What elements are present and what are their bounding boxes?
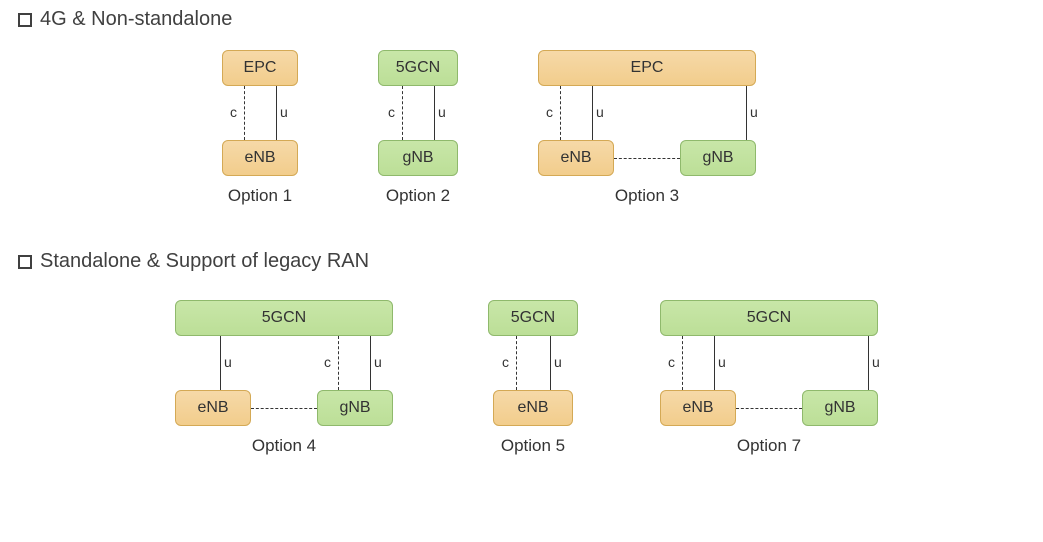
link-label: c [502,354,509,370]
section-title-text: 4G & Non-standalone [40,8,232,31]
connector [714,336,715,390]
node-o7-gnb: gNB [802,390,878,426]
node-o7-5gcn: 5GCN [660,300,878,336]
connector [251,408,317,409]
node-o5-enb: eNB [493,390,573,426]
link-label: u [596,104,604,120]
connector [370,336,371,390]
connector [402,86,403,140]
option-caption: Option 4 [175,436,393,456]
connector [220,336,221,390]
node-o4-enb: eNB [175,390,251,426]
connector [746,86,747,140]
link-label: u [872,354,880,370]
node-o7-enb: eNB [660,390,736,426]
connector [868,336,869,390]
option-caption: Option 1 [222,186,298,206]
link-label: u [718,354,726,370]
section-title-text: Standalone & Support of legacy RAN [40,250,369,273]
option-caption: Option 3 [538,186,756,206]
connector [614,158,680,159]
connector [434,86,435,140]
connector [276,86,277,140]
connector [592,86,593,140]
node-o2-5gcn: 5GCN [378,50,458,86]
connector [560,86,561,140]
connector [338,336,339,390]
connector [682,336,683,390]
link-label: u [224,354,232,370]
link-label: u [554,354,562,370]
link-label: u [374,354,382,370]
connector [550,336,551,390]
link-label: c [324,354,331,370]
link-label: c [230,104,237,120]
node-o4-gnb: gNB [317,390,393,426]
section-title: Standalone & Support of legacy RAN [18,250,369,273]
connector [244,86,245,140]
link-label: c [668,354,675,370]
option-caption: Option 7 [660,436,878,456]
section-title: 4G & Non-standalone [18,8,232,31]
node-o3-epc: EPC [538,50,756,86]
node-o3-enb: eNB [538,140,614,176]
bullet-icon [18,255,32,269]
option-caption: Option 5 [488,436,578,456]
link-label: u [280,104,288,120]
bullet-icon [18,13,32,27]
connector [516,336,517,390]
link-label: u [438,104,446,120]
node-o1-epc: EPC [222,50,298,86]
node-o4-5gcn: 5GCN [175,300,393,336]
option-caption: Option 2 [378,186,458,206]
link-label: u [750,104,758,120]
link-label: c [388,104,395,120]
link-label: c [546,104,553,120]
node-o1-enb: eNB [222,140,298,176]
node-o3-gnb: gNB [680,140,756,176]
node-o5-5gcn: 5GCN [488,300,578,336]
node-o2-gnb: gNB [378,140,458,176]
connector [736,408,802,409]
